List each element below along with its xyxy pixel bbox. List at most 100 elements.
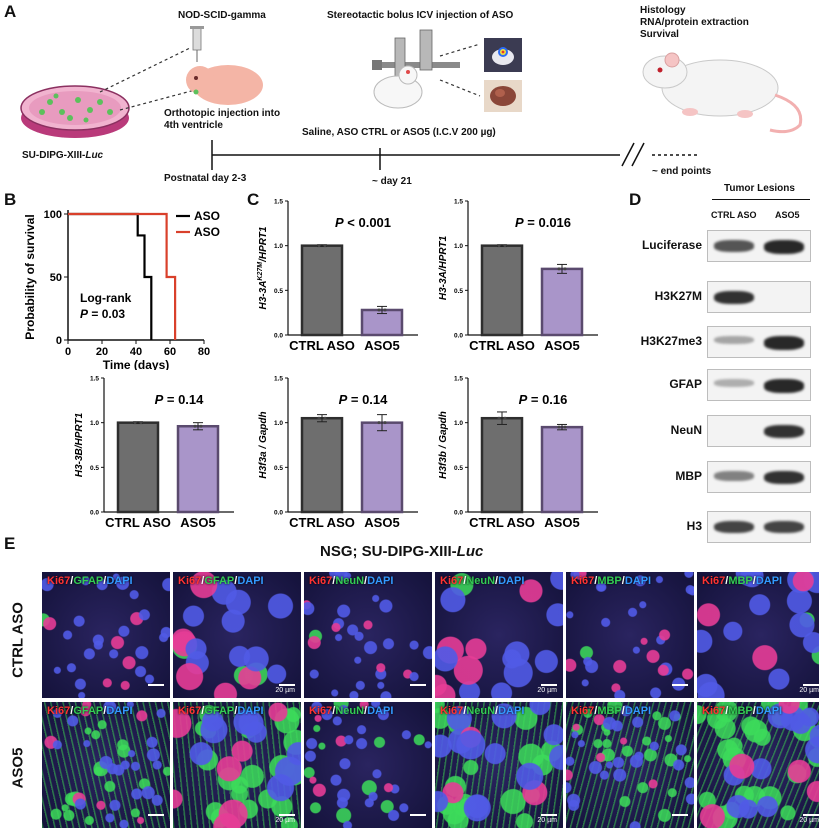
blot-strip xyxy=(707,281,811,313)
micrograph-label-part: / xyxy=(201,575,205,587)
micrograph-label-part: / xyxy=(332,705,336,717)
survival-chart: 0 20 40 60 80 0 50 100 Time (days) Probability of… xyxy=(23,209,220,370)
km-x-tick-label: 60 xyxy=(164,346,176,358)
data-point xyxy=(377,421,381,425)
syringe-icon xyxy=(190,26,204,62)
bar-y-tick-label: 0.0 xyxy=(274,333,283,340)
micrograph-label-part: Ki67 xyxy=(571,575,595,587)
km-series-line xyxy=(68,212,153,340)
bar-p-rest: = 0.16 xyxy=(527,392,567,407)
bar-category-label: CTRL ASO xyxy=(469,515,535,530)
bar-category-label: CTRL ASO xyxy=(469,338,535,353)
blot-row-label: MBP xyxy=(675,469,702,483)
km-x-tick-label: 80 xyxy=(198,346,210,358)
ivis-image-icon xyxy=(484,38,522,72)
micrograph-label-part: Ki67 xyxy=(309,705,333,717)
scale-label: 20 µm xyxy=(275,687,295,694)
blot-row-label: GFAP xyxy=(669,377,702,391)
timeline-mid-label: ~ day 21 xyxy=(372,176,412,187)
bar-p-value: P = 0.14 xyxy=(339,392,389,407)
adult-mouse-icon xyxy=(642,52,803,134)
micrograph-label-part: / xyxy=(103,705,107,717)
micrograph-label-part: MBP xyxy=(597,575,622,587)
bar-category-label: ASO5 xyxy=(544,338,579,353)
micrograph-label-part: Ki67 xyxy=(440,705,464,717)
blot-band xyxy=(714,471,754,481)
micrograph-label: Ki67/MBP/DAPI xyxy=(571,705,651,717)
km-x-tick-label: 0 xyxy=(65,346,71,358)
km-legend-label: ASO5 xyxy=(194,225,220,239)
blot-strip xyxy=(707,230,811,262)
bar xyxy=(480,416,524,514)
blot-col-ctrl: CTRL ASO xyxy=(711,210,757,220)
data-point xyxy=(557,267,561,271)
micrograph-label-part: DAPI xyxy=(498,705,525,717)
blot-row-label: Luciferase xyxy=(641,238,702,252)
blot-band xyxy=(714,336,754,344)
bar xyxy=(480,244,524,337)
bar-y-tick-label: 0.5 xyxy=(454,465,463,472)
micrograph-label-part: DAPI xyxy=(498,575,525,587)
micrograph-label-part: DAPI xyxy=(624,575,652,587)
micrograph-label: Ki67/NeuN/DAPI xyxy=(309,705,393,717)
orthotopic-line2: 4th ventricle xyxy=(164,120,223,131)
micrograph-label-part: / xyxy=(70,705,74,717)
blot-band xyxy=(764,471,804,485)
bar-y-tick-label: 0.5 xyxy=(454,288,463,295)
micrograph-label-part: Ki67 xyxy=(47,575,71,587)
micrograph-label-part: / xyxy=(234,705,238,717)
bar-chart-h3f3a: 0.0 0.5 1.0 1.5 CTRL ASO ASO5 P = 0.14 H3f3a / … xyxy=(258,376,418,530)
micrograph: Ki67/GFAP/DAPI 20 µm xyxy=(173,572,301,698)
outcome-histology: Histology xyxy=(640,5,686,16)
micrograph-label: Ki67/GFAP/DAPI xyxy=(47,705,133,717)
blot-strip xyxy=(707,415,811,447)
bar xyxy=(300,416,344,514)
scale-bar xyxy=(541,684,557,686)
micrograph-label-part: / xyxy=(495,575,499,587)
bar-chart-h33a-k27m: 0.0 0.5 1.0 1.5 CTRL ASO ASO5 P < 0.001 H3-3AK2… xyxy=(257,199,418,353)
blot-strip xyxy=(707,326,811,358)
micrograph: Ki67/NeuN/DAPI 20 µm xyxy=(435,572,563,698)
micrograph-label-part: Ki67 xyxy=(47,705,71,717)
micrograph-label-part: Ki67 xyxy=(571,705,595,717)
micrograph-label-part: Ki67 xyxy=(309,575,333,587)
micrograph-label-part: / xyxy=(332,575,336,587)
data-point xyxy=(323,244,327,248)
blot-strip xyxy=(707,369,811,401)
panel-letter-e: E xyxy=(4,534,16,553)
micrograph-label-part: GFAP xyxy=(73,705,104,717)
micrograph-label-part: / xyxy=(463,575,467,587)
outcome-extraction: RNA/protein extraction xyxy=(640,17,749,28)
data-point xyxy=(557,425,561,429)
bar-p-rest: = 0.14 xyxy=(163,392,204,407)
micrograph-label-part: DAPI xyxy=(755,705,783,717)
micrograph-label-part: GFAP xyxy=(204,705,235,717)
row-label-aso5: ASO5 xyxy=(9,747,27,789)
bar-y-label: H3f3b / Gapdh xyxy=(438,411,449,479)
bar-y-tick-label: 0.0 xyxy=(90,510,99,517)
bar-category-label: CTRL ASO xyxy=(289,338,355,353)
micrograph-label-part: / xyxy=(70,575,74,587)
scale-bar xyxy=(148,684,164,686)
micrograph-label-part: / xyxy=(594,575,598,587)
micrograph-label-part: / xyxy=(234,575,238,587)
bar-p-value: P = 0.16 xyxy=(519,392,568,407)
blot-band xyxy=(714,291,754,305)
scale-bar xyxy=(803,814,819,816)
data-point xyxy=(563,425,567,429)
outcomes-list: Histology RNA/protein extraction Surviva… xyxy=(640,5,749,41)
micrograph: Ki67/GFAP/DAPI xyxy=(42,702,170,828)
micrograph-label-part: Ki67 xyxy=(702,705,726,717)
micrograph: Ki67/MBP/DAPI 20 µm xyxy=(697,572,819,698)
micrograph-label-part: DAPI xyxy=(367,705,394,717)
micrograph: Ki67/NeuN/DAPI xyxy=(304,572,432,698)
blot-row-label: H3K27me3 xyxy=(640,334,702,348)
bar-category-label: ASO5 xyxy=(544,515,579,530)
micrograph-label-part: NeuN xyxy=(335,575,365,587)
bar-category-label: ASO5 xyxy=(180,515,215,530)
micrograph-label: Ki67/GFAP/DAPI xyxy=(178,705,264,717)
micrograph-label-part: DAPI xyxy=(237,575,264,587)
panel-letter-b: B xyxy=(4,190,17,209)
orthotopic-label: Orthotopic injection into 4th ventricle xyxy=(164,108,280,132)
micrograph-label-part: MBP xyxy=(728,705,753,717)
